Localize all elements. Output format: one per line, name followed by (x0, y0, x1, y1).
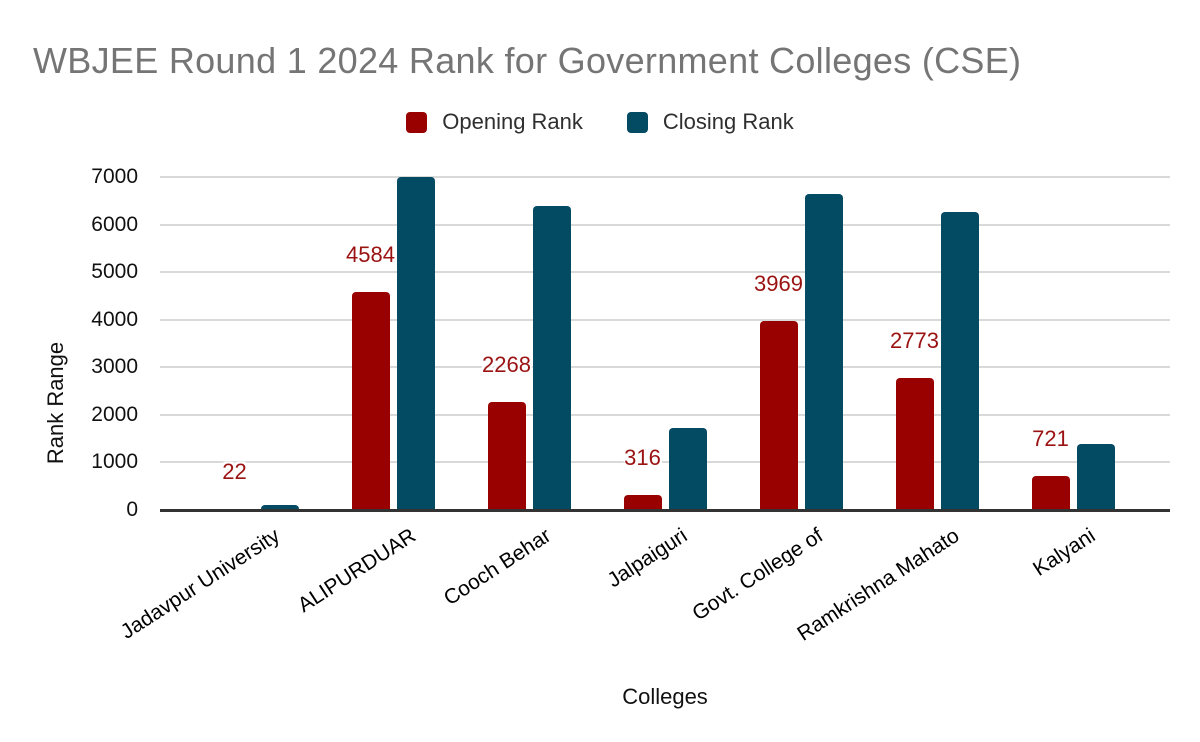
opening-rank-swatch-icon (406, 111, 428, 133)
x-label-govt-college-of: Govt. College of (688, 524, 828, 626)
bar-closing-rank-jadavpur-university[interactable] (260, 505, 299, 510)
closing-rank-swatch-icon (626, 111, 648, 133)
chart-title: WBJEE Round 1 2024 Rank for Government C… (33, 40, 1022, 81)
gridline-6000 (160, 223, 1170, 226)
y-tick-1000: 1000 (91, 450, 138, 474)
legend-item-closing-rank[interactable]: Closing Rank (626, 109, 794, 135)
x-label-alipurduar: ALIPURDUAR (293, 524, 420, 618)
data-label-cooch-behar: 2268 (482, 352, 531, 377)
gridline-5000 (160, 271, 1170, 274)
plot-area: 22 4584 2268 316 3969 2773 721 (160, 176, 1170, 510)
bar-closing-rank-ramkrishna-mahato[interactable] (940, 212, 979, 510)
bar-opening-rank-ramkrishna-mahato[interactable] (895, 378, 934, 510)
bar-opening-rank-kalyani[interactable] (1031, 476, 1070, 510)
gridline-4000 (160, 318, 1170, 321)
y-tick-3000: 3000 (91, 355, 138, 379)
bar-opening-rank-govt-college-of[interactable] (759, 321, 798, 510)
legend-item-opening-rank[interactable]: Opening Rank (406, 109, 583, 135)
gridline-2000 (160, 413, 1170, 416)
data-label-kalyani: 721 (1032, 426, 1069, 451)
y-tick-4000: 4000 (91, 307, 138, 331)
x-label-jadavpur-university: Jadavpur University (116, 524, 284, 644)
bar-closing-rank-jalpaiguri[interactable] (668, 428, 707, 510)
bar-opening-rank-alipurduar[interactable] (351, 292, 390, 510)
y-tick-5000: 5000 (91, 260, 138, 284)
y-tick-6000: 6000 (91, 212, 138, 236)
gridline-3000 (160, 366, 1170, 369)
bar-closing-rank-govt-college-of[interactable] (804, 194, 843, 510)
y-tick-7000: 7000 (91, 165, 138, 188)
bar-opening-rank-jalpaiguri[interactable] (623, 495, 662, 510)
data-label-jalpaiguri: 316 (624, 445, 661, 470)
data-label-govt-college-of: 3969 (754, 271, 803, 296)
gridline-1000 (160, 461, 1170, 464)
x-label-cooch-behar: Cooch Behar (440, 524, 556, 611)
legend-label-closing-rank: Closing Rank (662, 109, 794, 134)
x-label-kalyani: Kalyani (1029, 524, 1100, 581)
data-label-alipurduar: 4584 (346, 242, 395, 267)
y-tick-0: 0 (126, 498, 138, 521)
legend: Opening Rank Closing Rank (0, 109, 1200, 135)
data-label-jadavpur-university: 22 (222, 459, 247, 484)
x-axis-line (160, 509, 1170, 512)
data-label-ramkrishna-mahato: 2773 (890, 328, 939, 353)
bar-closing-rank-kalyani[interactable] (1076, 444, 1115, 510)
bar-closing-rank-alipurduar[interactable] (396, 177, 435, 510)
bar-closing-rank-cooch-behar[interactable] (532, 206, 571, 510)
x-label-jalpaiguri: Jalpaiguri (603, 524, 692, 593)
gridline-7000 (160, 176, 1170, 178)
y-tick-2000: 2000 (91, 402, 138, 426)
x-axis-title: Colleges (622, 684, 708, 709)
legend-label-opening-rank: Opening Rank (442, 109, 583, 134)
bar-opening-rank-cooch-behar[interactable] (487, 402, 526, 510)
